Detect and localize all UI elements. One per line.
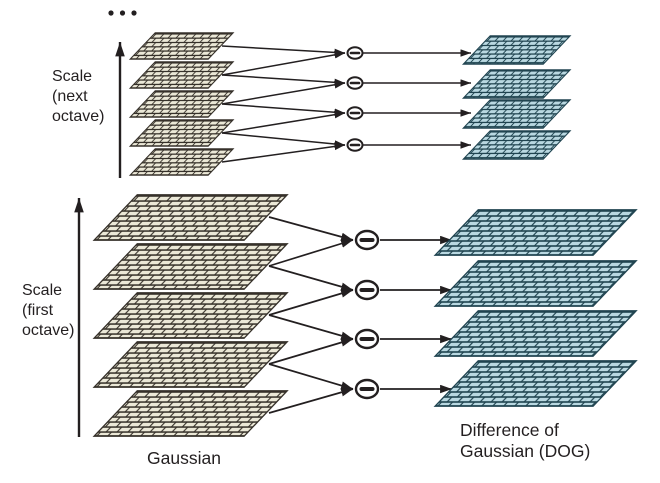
gaussian-layer xyxy=(92,194,289,241)
minus-node xyxy=(354,229,380,251)
gaussian-layer xyxy=(92,243,289,290)
dog-layer xyxy=(461,69,572,99)
ellipsis-icon xyxy=(108,10,137,16)
dog-layer xyxy=(461,35,572,65)
dog-output-arrows xyxy=(380,235,452,394)
minus-node xyxy=(346,138,364,152)
scale-next-line2: (next xyxy=(52,88,88,105)
scale-first-line3: octave) xyxy=(22,322,74,339)
dog-layer xyxy=(461,99,572,129)
gaussian-column-label: Gaussian xyxy=(147,448,221,468)
dog-output-arrows xyxy=(363,49,471,149)
gaussian-layer xyxy=(128,32,235,60)
scale-first-line1: Scale xyxy=(22,282,62,299)
minus-node xyxy=(354,328,380,350)
dog-layer xyxy=(433,260,638,307)
minus-node xyxy=(354,279,380,301)
minus-node xyxy=(346,46,364,60)
gaussian-layer xyxy=(128,148,235,176)
dog-layer xyxy=(433,209,638,256)
scale-next-line3: octave) xyxy=(52,108,104,125)
dog-layer xyxy=(461,130,572,160)
scale-first-octave-label: Scale (first octave) xyxy=(22,282,74,339)
gaussian-layer xyxy=(92,390,289,437)
dog-layer xyxy=(433,310,638,357)
dog-layer xyxy=(433,360,638,407)
gaussian-layer xyxy=(128,119,235,147)
subtract-arrows xyxy=(268,216,354,414)
minus-node xyxy=(354,378,380,400)
dog-column-label: Difference of Gaussian (DOG) xyxy=(460,420,590,461)
minus-node xyxy=(346,76,364,90)
octave-next-section: Scale (next octave) xyxy=(52,10,572,178)
scale-first-line2: (first xyxy=(22,302,54,319)
minus-node xyxy=(346,106,364,120)
gaussian-layer xyxy=(92,292,289,339)
dog-column-label-line1: Difference of xyxy=(460,420,559,440)
octave-first-section: Scale (first octave) xyxy=(22,194,638,437)
gaussian-layer xyxy=(92,341,289,388)
scale-next-line1: Scale xyxy=(52,68,92,85)
scale-next-octave-label: Scale (next octave) xyxy=(52,68,104,125)
subtract-arrows xyxy=(221,45,346,163)
dog-column-label-line2: Gaussian (DOG) xyxy=(460,441,590,461)
gaussian-layer xyxy=(128,61,235,89)
gaussian-layer xyxy=(128,90,235,118)
